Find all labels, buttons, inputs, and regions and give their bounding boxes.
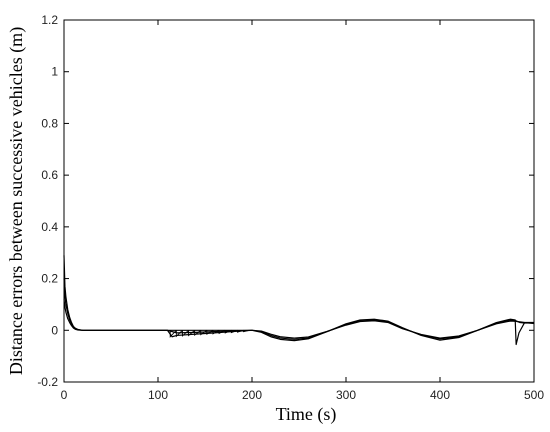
- y-tick-label: 1: [51, 65, 58, 79]
- x-tick-label: 400: [430, 388, 450, 402]
- oscillation-band: [169, 329, 250, 338]
- series-layer: [63, 255, 535, 346]
- x-tick-label: 500: [524, 388, 544, 402]
- axis-ticks: 0 100 200 300 400 500-0.200.20.40.60.811.2: [37, 13, 544, 402]
- series-line-3: [63, 299, 535, 339]
- plot-area: [63, 19, 535, 383]
- y-tick-label: -0.2: [37, 375, 58, 389]
- x-tick-label: 0: [61, 388, 68, 402]
- x-tick-label: 100: [148, 388, 168, 402]
- y-axis-title: Distance errors between successive vehic…: [6, 27, 27, 375]
- x-tick-label: 300: [336, 388, 356, 402]
- x-axis-title: Time (s): [276, 404, 337, 425]
- y-tick-label: 0.8: [41, 116, 58, 130]
- x-tick-label: 200: [242, 388, 262, 402]
- y-tick-label: 0.2: [41, 272, 58, 286]
- y-tick-label: 0: [51, 323, 58, 337]
- y-tick-label: 1.2: [41, 13, 58, 27]
- y-tick-label: 0.4: [41, 220, 58, 234]
- y-tick-label: 0.6: [41, 168, 58, 182]
